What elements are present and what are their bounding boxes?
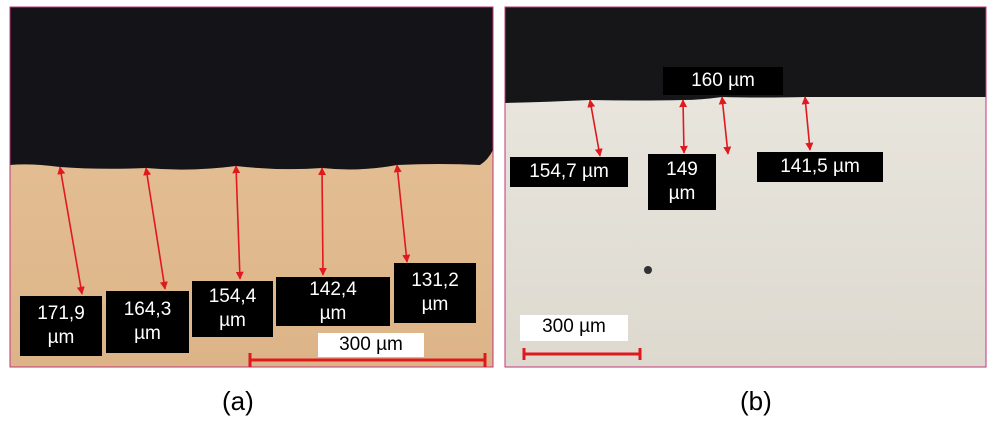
panel-caption: (b)	[740, 386, 772, 417]
measurement-label: 154,7 µm	[510, 157, 628, 187]
measurement-label: 164,3 µm	[106, 291, 189, 353]
panel-b-image	[505, 7, 986, 367]
measurement-label: 160 µm	[663, 67, 783, 95]
measurement-label: 141,5 µm	[757, 152, 883, 182]
measurement-label: 171,9 µm	[20, 296, 102, 356]
measurement-label: 131,2 µm	[394, 263, 476, 323]
measurement-label: 142,4 µm	[276, 277, 390, 326]
panel-caption: (a)	[222, 386, 254, 417]
scale-bar-label: 300 µm	[520, 315, 628, 341]
micrographs	[0, 0, 989, 423]
scale-bar-label: 300 µm	[318, 333, 424, 357]
measurement-label: 149 µm	[648, 154, 716, 210]
measurement-label: 154,4 µm	[192, 281, 273, 337]
figure: 171,9 µm 164,3 µm 154,4 µm 142,4 µm 131,…	[0, 0, 989, 423]
